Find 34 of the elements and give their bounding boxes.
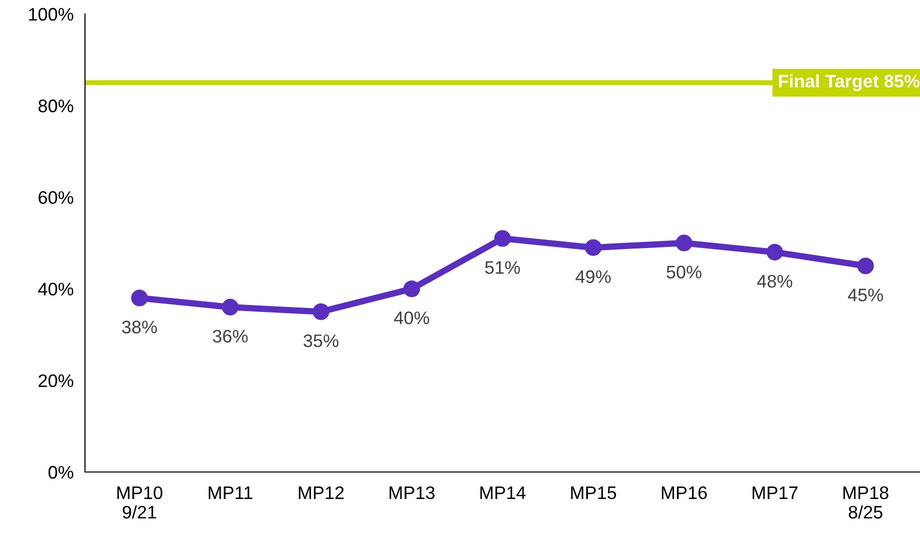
x-tick-label: MP16 <box>662 486 707 500</box>
x-tick-label: MP10 9/21 <box>117 486 162 519</box>
data-label: 49% <box>576 270 611 284</box>
data-label: 48% <box>757 274 792 288</box>
data-label: 51% <box>485 261 520 274</box>
point <box>494 230 511 247</box>
x-tick-label: MP12 <box>298 486 344 499</box>
point <box>222 298 239 316</box>
data-label: 36% <box>212 330 248 343</box>
y-tick-label: 0% <box>48 466 74 479</box>
x-tick-label: MP13 <box>390 486 435 500</box>
data-label: 38% <box>122 320 157 334</box>
data-label: 45% <box>848 288 883 302</box>
x-tick-label: MP14 <box>480 486 526 499</box>
y-tick-label: 60% <box>38 191 74 204</box>
point <box>312 303 330 320</box>
data-label: 40% <box>394 312 430 324</box>
point <box>584 239 602 256</box>
point <box>857 258 874 274</box>
point <box>403 280 420 298</box>
y-tick-label: 100% <box>29 8 74 21</box>
data-label: 35% <box>304 334 338 348</box>
x-tick-label: MP15 <box>571 486 616 500</box>
x-tick-label: MP17 <box>752 486 798 499</box>
data-label: 50% <box>666 266 702 278</box>
point <box>766 244 784 260</box>
point <box>131 290 148 306</box>
y-tick-label: 40% <box>38 282 74 296</box>
x-tick-label: MP11 <box>208 486 252 499</box>
y-tick-label: 80% <box>38 100 74 112</box>
point <box>676 234 692 252</box>
ref-line-label: Final Target 85% <box>779 74 920 92</box>
y-tick-label: 20% <box>38 374 74 388</box>
x-tick-label: MP18 8/25 <box>843 486 888 519</box>
